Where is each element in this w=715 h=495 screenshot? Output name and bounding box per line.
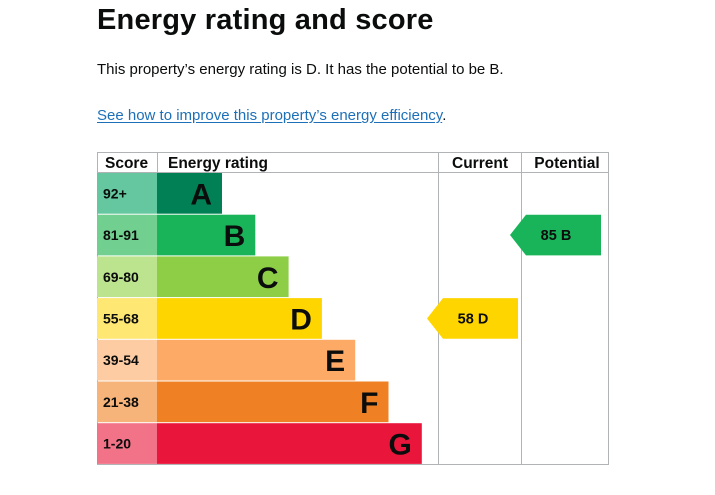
rating-letter-g: G — [388, 429, 411, 462]
score-label-f: 21-38 — [103, 394, 139, 410]
score-label-d: 55-68 — [103, 310, 139, 326]
header-current: Current — [452, 155, 508, 172]
rating-summary: This property’s energy rating is D. It h… — [97, 61, 504, 78]
potential-rating-marker-label: 85 B — [541, 228, 572, 244]
rating-letter-d: D — [290, 303, 312, 336]
rating-bar-e — [157, 339, 356, 381]
score-label-c: 69-80 — [103, 269, 139, 285]
rating-bar-a — [157, 173, 222, 214]
score-label-g: 1-20 — [103, 436, 131, 452]
score-cell-g — [97, 423, 157, 464]
score-label-e: 39-54 — [103, 352, 139, 368]
header-potential: Potential — [534, 155, 599, 172]
improve-efficiency-link[interactable]: See how to improve this property’s energ… — [97, 107, 443, 124]
score-cell-d — [97, 298, 157, 339]
improve-link-line: See how to improve this property’s energ… — [97, 106, 446, 126]
rating-letter-e: E — [325, 345, 345, 378]
potential-rating-marker — [510, 214, 601, 256]
current-rating-marker — [427, 298, 518, 339]
rating-letter-c: C — [257, 262, 279, 295]
score-cell-a — [97, 173, 157, 214]
rating-bar-f — [157, 381, 389, 423]
rating-bands: 92+ A 81-91 B 69-80 C 55-68 D 39-54 E 21-38 F 1-20 G — [97, 173, 422, 464]
header-energy-rating: Energy rating — [168, 155, 268, 172]
score-label-a: 92+ — [103, 185, 127, 201]
score-cell-b — [97, 214, 157, 256]
rating-bar-d — [157, 298, 322, 339]
rating-letter-f: F — [360, 387, 378, 420]
header-score: Score — [105, 155, 148, 172]
rating-bar-b — [157, 214, 256, 256]
rating-bar-g — [157, 423, 422, 464]
page-title: Energy rating and score — [97, 4, 434, 36]
score-label-b: 81-91 — [103, 227, 139, 243]
link-period: . — [442, 107, 447, 124]
rating-markers: 58 D 85 B — [427, 214, 601, 339]
rating-letter-a: A — [190, 178, 212, 211]
score-cell-e — [97, 339, 157, 381]
current-rating-marker-label: 58 D — [458, 311, 489, 327]
rating-bar-c — [157, 256, 289, 298]
score-cell-f — [97, 381, 157, 423]
rating-letter-b: B — [224, 220, 246, 253]
score-cell-c — [97, 256, 157, 298]
